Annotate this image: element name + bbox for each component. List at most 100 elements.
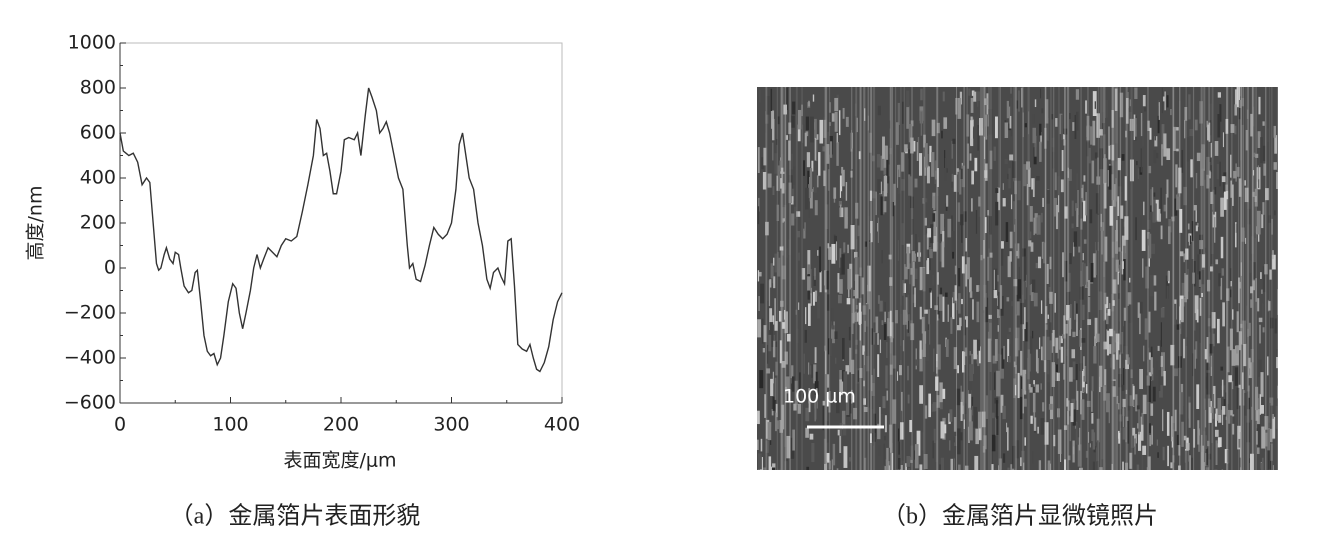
texture [819, 119, 824, 144]
texture [1196, 384, 1200, 410]
texture [1252, 191, 1256, 197]
texture [1087, 297, 1091, 313]
texture [919, 306, 922, 320]
texture [1017, 372, 1020, 399]
texture [1195, 205, 1197, 222]
texture [1027, 167, 1031, 187]
texture [1081, 399, 1085, 420]
texture [997, 309, 1000, 318]
caption-a: （a）金属箔片表面形貌 [170, 503, 421, 530]
texture [1203, 398, 1207, 410]
texture [854, 311, 857, 322]
texture [1276, 357, 1278, 369]
texture [856, 117, 858, 133]
texture [1022, 369, 1027, 395]
streak [911, 87, 913, 470]
texture [782, 173, 787, 184]
texture [1197, 254, 1199, 275]
texture [1096, 418, 1100, 443]
texture [1152, 199, 1156, 223]
texture [898, 457, 901, 470]
texture [1068, 455, 1071, 461]
texture [831, 325, 835, 330]
texture [1212, 333, 1215, 347]
texture [1261, 303, 1264, 323]
texture [1238, 331, 1242, 351]
texture [815, 134, 819, 140]
texture [1016, 301, 1020, 316]
texture [1258, 179, 1260, 188]
texture [1262, 145, 1266, 162]
texture [1230, 154, 1232, 178]
texture [1067, 171, 1069, 178]
texture [758, 271, 762, 277]
texture [1112, 184, 1116, 207]
texture [987, 256, 990, 281]
texture [863, 380, 865, 387]
streak [1044, 87, 1046, 470]
texture [890, 337, 893, 343]
texture [1238, 438, 1241, 448]
texture [1262, 327, 1265, 333]
texture [863, 406, 868, 413]
texture [1151, 357, 1153, 375]
streak [1265, 87, 1267, 470]
texture [1047, 382, 1050, 408]
texture [1063, 343, 1065, 362]
texture [1146, 467, 1149, 470]
texture [964, 347, 968, 357]
texture [842, 370, 845, 382]
texture [1134, 438, 1136, 455]
texture [1221, 469, 1224, 470]
texture [933, 196, 936, 211]
texture [1266, 128, 1270, 142]
texture [900, 305, 902, 314]
texture [1194, 349, 1196, 369]
texture [1118, 403, 1120, 410]
texture [997, 325, 999, 332]
texture [855, 274, 859, 299]
texture [1266, 356, 1269, 376]
texture [1133, 114, 1136, 140]
texture [895, 122, 899, 145]
texture [966, 143, 970, 169]
texture [1032, 127, 1037, 144]
texture [797, 124, 801, 142]
texture [1006, 297, 1010, 302]
texture [1125, 130, 1127, 138]
texture [1023, 281, 1027, 300]
texture [969, 350, 971, 356]
texture [901, 391, 903, 417]
texture [908, 149, 911, 175]
texture [814, 267, 816, 280]
texture [971, 170, 975, 185]
texture [1138, 409, 1140, 435]
texture [964, 465, 969, 470]
texture [774, 153, 778, 174]
texture [850, 224, 855, 250]
texture [890, 443, 893, 453]
texture [1086, 281, 1089, 288]
texture [1022, 248, 1026, 257]
texture [1199, 240, 1204, 250]
texture [1096, 113, 1100, 138]
texture [978, 411, 982, 429]
texture [938, 294, 943, 311]
texture [768, 280, 771, 307]
texture [1015, 440, 1020, 459]
texture [969, 291, 973, 298]
texture [841, 410, 846, 430]
texture [774, 321, 778, 331]
texture [1043, 360, 1047, 373]
texture [1236, 345, 1239, 354]
texture [845, 182, 848, 201]
texture [870, 328, 874, 345]
texture [1259, 394, 1261, 415]
texture [769, 322, 774, 348]
texture [928, 287, 932, 293]
texture [993, 269, 995, 290]
texture [785, 386, 787, 402]
texture [1158, 370, 1161, 391]
texture [918, 153, 923, 176]
texture [1074, 301, 1076, 320]
